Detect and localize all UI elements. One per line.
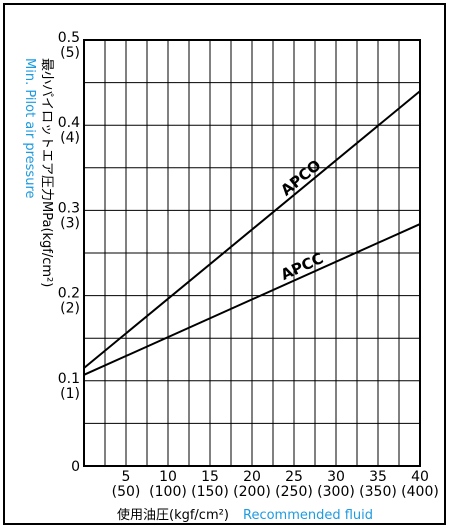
y-tick-label: 0.4 — [58, 115, 80, 131]
x-tick-sublabel: (400) — [401, 484, 439, 500]
y-tick-label: 0 — [71, 459, 80, 475]
y-tick-label: 0.1 — [58, 371, 80, 387]
x-tick-label: 20 — [243, 469, 261, 485]
y-tick-sublabel: (3) — [60, 215, 80, 231]
x-tick-label: 40 — [411, 469, 429, 485]
y-tick-sublabel: (5) — [60, 45, 80, 61]
y-tick-sublabel: (1) — [60, 386, 80, 402]
y-tick-labels: 0 0.1(1) 0.2(2) 0.3(3) 0.4(4) 0.5(5) — [58, 30, 80, 475]
x-tick-sublabel: (250) — [275, 484, 313, 500]
x-tick-sublabel: (200) — [233, 484, 271, 500]
grid — [84, 40, 420, 466]
y-tick-label: 0.5 — [58, 30, 80, 46]
x-tick-sublabel: (150) — [191, 484, 229, 500]
y-tick-sublabel: (4) — [60, 130, 80, 146]
x-axis-label-en: Recommended fluid — [243, 508, 373, 523]
y-axis-label-jp: 最小パイロットエア圧力MPa(kgf/cm²) — [39, 58, 54, 287]
y-tick-sublabel: (2) — [60, 301, 80, 317]
y-tick-label: 0.2 — [58, 286, 80, 302]
x-axis-label-jp: 使用油圧(kgf/cm²) — [117, 507, 229, 523]
x-tick-label: 35 — [369, 469, 387, 485]
y-tick-label: 0.3 — [58, 200, 80, 216]
x-tick-label: 10 — [159, 469, 177, 485]
series-label-apco: APCO — [277, 156, 324, 199]
x-tick-sublabel: (350) — [359, 484, 397, 500]
x-tick-label: 30 — [327, 469, 345, 485]
x-tick-label: 25 — [285, 469, 303, 485]
x-tick-sublabel: (300) — [317, 484, 355, 500]
x-tick-label: 5 — [122, 469, 131, 485]
y-axis-label-en: Min. Pilot air pressure — [22, 58, 37, 199]
x-tick-sublabel: (100) — [149, 484, 187, 500]
series-label-apcc: APCC — [278, 249, 326, 284]
x-tick-labels: 5(50) 10(100) 15(150) 20(200) 25(250) 30(300)… — [112, 469, 439, 500]
x-tick-sublabel: (50) — [112, 484, 141, 500]
x-tick-label: 15 — [201, 469, 219, 485]
